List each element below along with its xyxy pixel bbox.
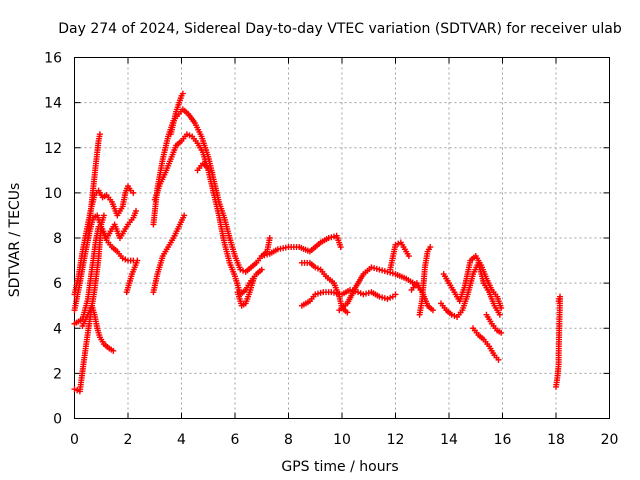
data-point xyxy=(495,356,502,363)
data-point xyxy=(96,131,103,138)
y-tick-label: 4 xyxy=(53,321,62,337)
data-point xyxy=(427,244,434,251)
data-point xyxy=(133,207,140,214)
data-point xyxy=(429,307,436,314)
x-tick-label: 10 xyxy=(333,432,351,448)
data-point xyxy=(392,291,399,298)
data-point xyxy=(134,257,141,264)
data-point xyxy=(555,298,562,305)
data-point xyxy=(405,253,412,260)
data-point xyxy=(266,235,273,241)
data-point xyxy=(209,169,216,176)
data-point xyxy=(337,244,344,251)
data-point xyxy=(130,189,137,196)
x-tick-label: 8 xyxy=(284,432,293,448)
data-point xyxy=(179,90,186,97)
tick-layer: 0 2 4 6 8 10 12 14 16 18 20 0 2 4 6 8 10 12 14 16 xyxy=(44,51,618,449)
x-tick-label: 0 xyxy=(70,432,79,448)
x-tick-label: 14 xyxy=(440,432,458,448)
x-tick-label: 4 xyxy=(177,432,186,448)
data-point xyxy=(181,212,188,219)
x-tick-label: 16 xyxy=(494,432,512,448)
data-point xyxy=(110,347,117,354)
points-layer xyxy=(71,90,564,395)
y-tick-label: 10 xyxy=(44,186,62,202)
y-tick-label: 16 xyxy=(44,51,62,67)
data-point xyxy=(498,304,505,311)
chart-title: Day 274 of 2024, Sidereal Day-to-day VTE… xyxy=(58,21,622,37)
x-tick-label: 20 xyxy=(601,432,619,448)
data-point xyxy=(496,311,503,318)
y-tick-label: 14 xyxy=(44,96,62,112)
data-point xyxy=(100,212,107,219)
data-point xyxy=(258,266,265,273)
data-point xyxy=(498,329,505,336)
grid-layer xyxy=(74,57,610,419)
x-tick-label: 2 xyxy=(124,432,133,448)
y-tick-label: 0 xyxy=(53,412,62,428)
x-axis-label: GPS time / hours xyxy=(281,459,398,475)
y-tick-label: 6 xyxy=(53,276,62,292)
y-tick-label: 2 xyxy=(53,366,62,382)
x-tick-label: 6 xyxy=(231,432,240,448)
y-tick-label: 12 xyxy=(44,141,62,157)
data-point xyxy=(344,309,351,316)
x-tick-label: 12 xyxy=(387,432,405,448)
data-point xyxy=(250,275,257,282)
y-tick-label: 8 xyxy=(53,231,62,247)
x-tick-label: 18 xyxy=(547,432,565,448)
y-axis-label: SDTVAR / TECUs xyxy=(7,183,23,298)
